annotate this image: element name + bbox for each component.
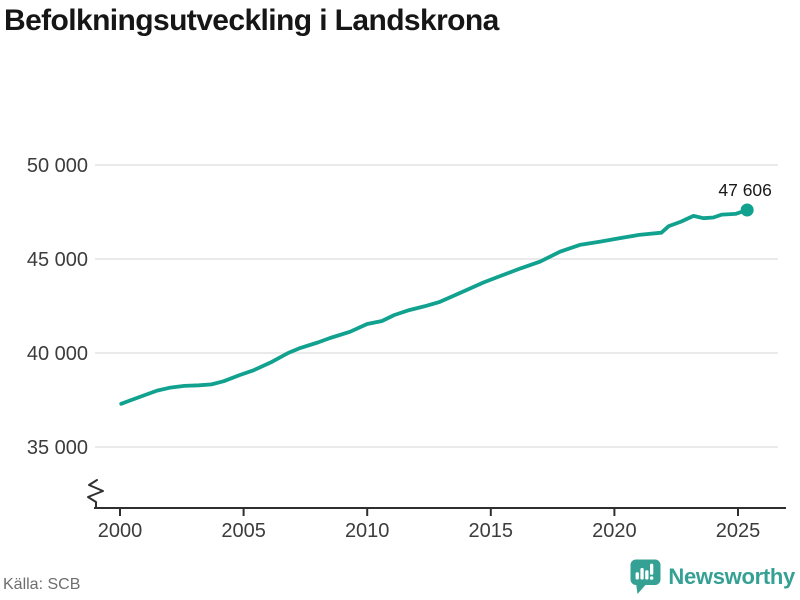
x-tick-label: 2010	[345, 520, 390, 542]
x-tick-label: 2015	[469, 520, 514, 542]
x-tick-label: 2020	[592, 520, 637, 542]
x-tick-label: 2005	[221, 520, 266, 542]
x-tick-label: 2000	[98, 520, 143, 542]
source-caption: Källa: SCB	[3, 576, 81, 593]
newsworthy-bubble-chart-icon	[630, 559, 661, 594]
y-tick-label: 35 000	[27, 437, 88, 459]
axis-break-icon	[87, 479, 104, 508]
latest-value-dot	[740, 203, 754, 217]
population-line	[119, 208, 749, 406]
x-tick-label: 2025	[716, 520, 761, 542]
y-tick-label: 40 000	[27, 343, 88, 365]
newsworthy-logo: Newsworthy	[630, 559, 795, 595]
y-tick-label: 50 000	[27, 155, 88, 177]
chart-title: Befolkningsutveckling i Landskrona	[4, 4, 499, 37]
latest-value-label: 47 606	[718, 180, 772, 200]
newsworthy-logo-text: Newsworthy	[668, 564, 795, 589]
y-tick-label: 45 000	[27, 249, 88, 271]
